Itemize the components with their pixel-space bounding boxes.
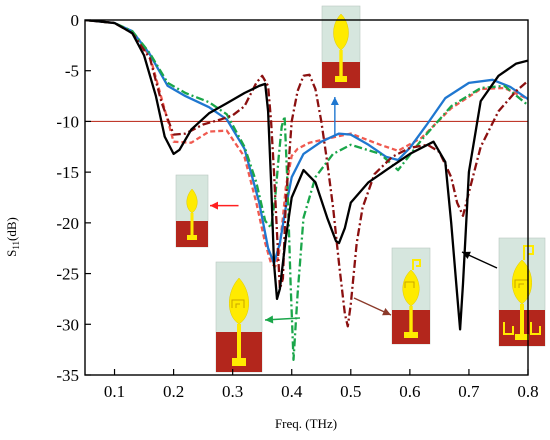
annotation-arrow-head — [330, 97, 339, 105]
annotation-arrow-head — [462, 251, 471, 259]
y-tick-label: 0 — [71, 11, 80, 30]
axis-ticks: 0.1 0.2 0.3 0.4 0.5 0.6 0.7 0.8 0 -5 -10 -15 -20 -25 -… — [56, 11, 538, 401]
x-tick-label: 0.1 — [104, 382, 125, 401]
y-tick-label: -10 — [56, 112, 79, 131]
plot-frame — [84, 19, 529, 376]
x-tick-label: 0.6 — [399, 382, 420, 401]
x-tick-label: 0.3 — [222, 382, 243, 401]
series-layer — [85, 20, 528, 361]
y-tick-label: -15 — [56, 163, 79, 182]
y-tick-label: -20 — [56, 214, 79, 233]
series-line-3 — [85, 20, 528, 361]
series-line-5 — [85, 20, 528, 331]
x-tick-label: 0.5 — [340, 382, 361, 401]
x-tick-label: 0.4 — [281, 382, 303, 401]
annotation-arrows — [210, 97, 498, 324]
series-line-2 — [85, 20, 528, 265]
inset-full-leaf — [498, 237, 546, 347]
x-tick-label: 0.8 — [517, 382, 538, 401]
y-tick-label: -5 — [65, 62, 79, 81]
x-axis-title: Freq. (THz) — [275, 416, 337, 431]
y-tick-label: -25 — [56, 265, 79, 284]
inset-hook-leaf — [391, 247, 431, 345]
y-tick-label: -30 — [56, 315, 79, 334]
inset-basic-leaf — [175, 174, 209, 248]
inset-top-leaf — [321, 5, 361, 89]
annotation-arrow-head — [382, 308, 391, 316]
annotation-arrow-head — [210, 201, 218, 210]
y-tick-label: -35 — [56, 366, 79, 385]
x-tick-label: 0.7 — [458, 382, 480, 401]
x-tick-label: 0.2 — [163, 382, 184, 401]
annotation-arrow-head — [265, 315, 274, 324]
inset-slot-leaf — [215, 261, 263, 373]
y-axis-title: S11(dB) — [4, 217, 21, 257]
series-line-1 — [85, 20, 528, 268]
